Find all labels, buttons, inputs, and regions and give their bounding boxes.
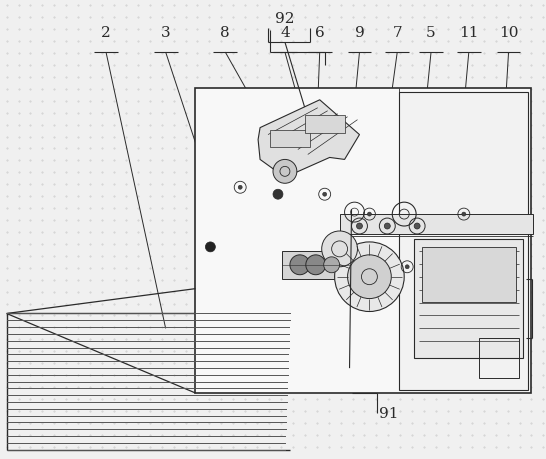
Text: 5: 5 — [426, 26, 436, 40]
Circle shape — [290, 255, 310, 275]
Text: 91: 91 — [379, 406, 399, 420]
Circle shape — [238, 186, 242, 190]
Text: 3: 3 — [161, 26, 170, 40]
Circle shape — [405, 265, 409, 269]
Circle shape — [414, 224, 420, 230]
Bar — [399, 93, 529, 390]
Text: 9: 9 — [354, 26, 364, 40]
Polygon shape — [258, 101, 359, 178]
Bar — [414, 240, 524, 358]
Circle shape — [357, 224, 363, 230]
Circle shape — [273, 160, 297, 184]
Text: 92: 92 — [275, 12, 295, 26]
Bar — [340, 215, 533, 235]
Circle shape — [462, 213, 466, 217]
Circle shape — [273, 190, 283, 200]
Bar — [282, 252, 352, 279]
Bar — [305, 116, 345, 133]
Circle shape — [348, 255, 391, 299]
Circle shape — [322, 231, 358, 267]
Text: 6: 6 — [315, 26, 324, 40]
Text: 10: 10 — [499, 26, 518, 40]
Bar — [195, 89, 531, 393]
Text: 7: 7 — [393, 26, 402, 40]
Text: 8: 8 — [221, 26, 230, 40]
Circle shape — [324, 257, 340, 273]
Text: 2: 2 — [101, 26, 111, 40]
Text: 4: 4 — [280, 26, 290, 40]
Circle shape — [205, 242, 215, 252]
Bar — [422, 247, 515, 302]
Circle shape — [306, 255, 325, 275]
Bar — [270, 130, 310, 148]
Bar — [479, 339, 519, 378]
Text: 11: 11 — [459, 26, 478, 40]
Circle shape — [335, 242, 404, 312]
Circle shape — [323, 193, 327, 197]
Circle shape — [367, 213, 371, 217]
Circle shape — [384, 224, 390, 230]
